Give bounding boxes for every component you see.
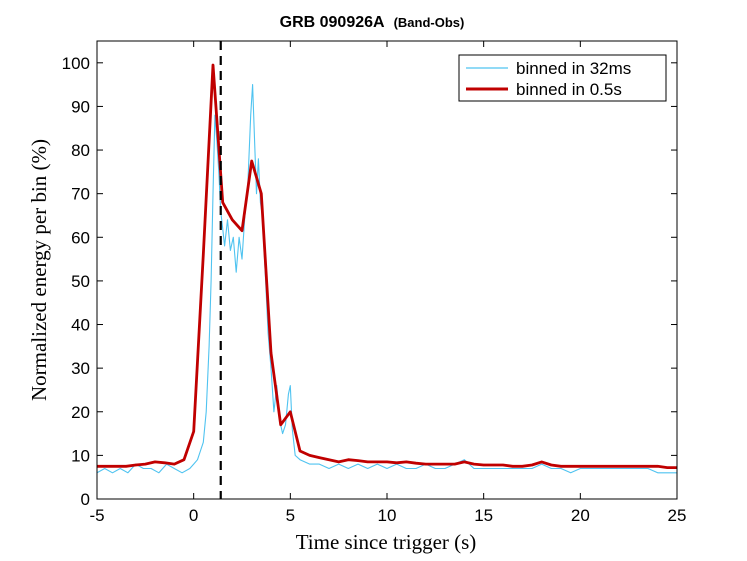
legend-label-05s: binned in 0.5s (516, 80, 622, 99)
y-axis-label: Normalized energy per bin (%) (27, 139, 51, 401)
x-tick-label: 20 (571, 506, 590, 525)
x-tick-label: -5 (89, 506, 104, 525)
legend-label-32ms: binned in 32ms (516, 59, 631, 78)
chart-title: GRB 090926A (Band-Obs) (280, 14, 465, 31)
y-tick-label: 0 (81, 490, 90, 509)
x-tick-label: 15 (474, 506, 493, 525)
y-tick-label: 80 (71, 141, 90, 160)
x-tick-label: 10 (378, 506, 397, 525)
x-tick-label: 0 (189, 506, 198, 525)
chart-title-suffix: (Band-Obs) (394, 15, 465, 30)
y-tick-label: 10 (71, 446, 90, 465)
x-tick-label: 5 (286, 506, 295, 525)
axes-frame (96, 40, 678, 500)
y-tick-label: 90 (71, 97, 90, 116)
y-tick-label: 20 (71, 403, 90, 422)
x-axis-label: Time since trigger (s) (296, 530, 477, 554)
chart-title-main: GRB 090926A (280, 14, 385, 31)
legend-box (458, 54, 667, 102)
y-tick-label: 40 (71, 316, 90, 335)
y-tick-label: 100 (62, 54, 90, 73)
series-line-05s (97, 63, 677, 470)
y-tick-label: 60 (71, 228, 90, 247)
plot-area (97, 41, 677, 499)
y-tick-label: 50 (71, 272, 90, 291)
y-tick-label: 70 (71, 185, 90, 204)
series-line-32ms (97, 84, 677, 474)
x-tick-label: 25 (668, 506, 687, 525)
legend: binned in 32ms binned in 0.5s (458, 54, 667, 102)
y-tick-label: 30 (71, 359, 90, 378)
